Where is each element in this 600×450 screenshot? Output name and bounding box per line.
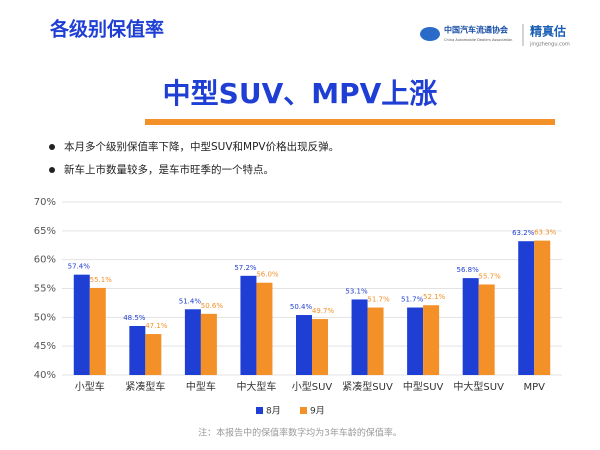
value-label: 51.4% (179, 297, 202, 305)
bar (534, 240, 551, 375)
bar (89, 287, 106, 375)
bullet-dot (49, 167, 55, 173)
x-tick-label: 紧凑型SUV (342, 380, 393, 393)
value-label: 55.1% (90, 276, 113, 284)
footnote: 注：本报告中的保值率数字均为3年车龄的保值率。 (198, 427, 402, 439)
x-tick-label: 小型SUV (292, 380, 333, 393)
value-label: 51.7% (367, 296, 390, 304)
x-tick-label: 中大型SUV (453, 380, 504, 393)
bullet-dot (49, 144, 55, 150)
bullet-text: 新车上市数量较多，是车市旺季的一个特点。 (64, 163, 274, 176)
value-label: 47.1% (145, 322, 168, 330)
value-label: 56.8% (457, 266, 480, 274)
value-label: 63.2% (512, 229, 535, 237)
y-tick-label: 40% (34, 370, 56, 381)
value-label: 57.2% (234, 264, 257, 272)
bar (184, 309, 201, 375)
y-tick-label: 70% (34, 197, 56, 208)
bar (145, 334, 162, 375)
value-label: 57.4% (68, 263, 91, 271)
value-label: 48.5% (123, 314, 146, 322)
legend-swatch (256, 407, 263, 414)
value-label: 53.1% (345, 287, 368, 295)
y-tick-label: 55% (34, 284, 56, 295)
y-tick-label: 65% (34, 226, 56, 237)
y-tick-label: 60% (34, 255, 56, 266)
y-tick-label: 50% (34, 312, 56, 323)
legend-label: 8月 (266, 406, 281, 417)
brand-url: jingzhengu.com (529, 42, 570, 48)
bullet-text: 本月多个级别保值率下降，中型SUV和MPV价格出现反弹。 (64, 140, 339, 153)
value-label: 63.3% (534, 229, 557, 237)
brand: 精真估 (530, 24, 566, 39)
bar (423, 305, 440, 375)
bar (256, 282, 273, 375)
bar (367, 307, 384, 375)
x-tick-label: 中型车 (186, 380, 216, 393)
x-tick-label: MPV (523, 382, 545, 393)
value-label: 55.7% (479, 272, 502, 280)
x-tick-label: 紧凑型车 (125, 380, 165, 393)
legend-label: 9月 (310, 406, 325, 417)
bar (240, 275, 257, 375)
logo-sub: China Automobile Dealers Association (444, 38, 512, 42)
bar (407, 307, 424, 375)
value-label: 52.1% (423, 293, 446, 301)
bar (200, 313, 217, 375)
legend-swatch (300, 407, 307, 414)
x-tick-label: 中大型车 (236, 380, 276, 393)
heading: 中型SUV、MPV上涨 (163, 77, 438, 110)
bar (462, 278, 479, 375)
header-title: 各级别保值率 (49, 18, 164, 41)
bar (478, 284, 495, 375)
bar (312, 319, 328, 375)
logo-icon (420, 27, 440, 41)
value-label: 56.0% (256, 271, 279, 279)
bar (129, 325, 146, 375)
logo-name: 中国汽车流通协会 (444, 25, 508, 35)
x-tick-label: 中型SUV (403, 380, 444, 393)
bar (518, 241, 535, 375)
bar (351, 299, 368, 375)
value-label: 51.7% (401, 296, 424, 304)
y-tick-label: 45% (34, 341, 56, 352)
bar (73, 274, 90, 375)
value-label: 50.4% (290, 303, 313, 311)
heading-underline (145, 119, 555, 125)
bar (296, 315, 312, 375)
x-tick-label: 小型车 (75, 380, 105, 393)
value-label: 49.7% (312, 307, 335, 315)
value-label: 50.6% (201, 302, 224, 310)
